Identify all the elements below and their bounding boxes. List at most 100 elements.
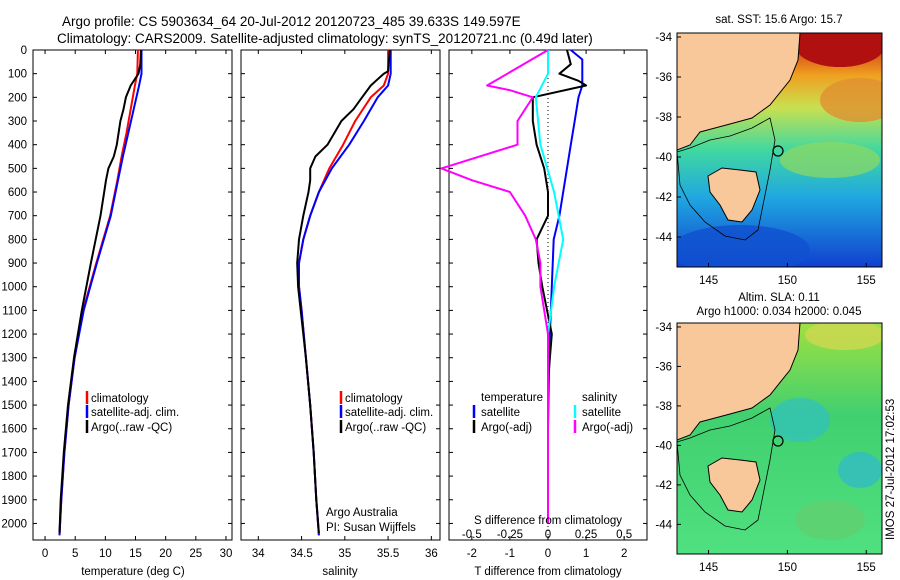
- x-tick-label: 5: [72, 548, 78, 560]
- depth-tick-label: 1400: [1, 376, 27, 388]
- legend-label-argo: Argo(..raw -QC): [345, 422, 426, 434]
- mainland-australia: [677, 33, 801, 151]
- depth-tick-label: 1100: [2, 305, 27, 317]
- lat-tick-label: -38: [655, 112, 672, 124]
- argo-position-marker: [772, 435, 784, 447]
- legend-label-climatology: climatology: [91, 393, 149, 405]
- s-tick-label: -0.25: [497, 529, 523, 541]
- depth-tick-label: 1900: [1, 495, 27, 507]
- series-line-s-argo-adj-: [440, 49, 549, 524]
- lon-tick-label: 150: [778, 562, 797, 574]
- legend-label-s-argo: Argo(-adj): [582, 422, 633, 434]
- shelf-contour: [677, 407, 776, 531]
- salinity-plot: 34 34.5 35 35.5 36: [252, 49, 438, 560]
- sla-map-frame: [676, 322, 883, 555]
- salinity-panel-frame: [240, 49, 441, 541]
- salinity-xlabel: salinity: [322, 566, 357, 578]
- x-tick-label: 20: [159, 548, 172, 560]
- depth-tick-label: 1700: [1, 447, 27, 459]
- legend-label-satellite: satellite-adj. clim.: [345, 407, 433, 419]
- s-tick-label: 0.25: [575, 529, 597, 541]
- depth-tick-label: 400: [8, 140, 27, 152]
- mainland-australia: [677, 323, 801, 441]
- lat-tick-label: -34: [655, 32, 672, 44]
- sst-mid-patch: [780, 142, 880, 178]
- depth-tick-label: 0: [21, 45, 27, 57]
- sla-mid-patch: [795, 500, 865, 540]
- tasmania: [707, 457, 761, 513]
- lon-tick-label: 155: [857, 562, 876, 574]
- header-line2: Climatology: CARS2009. Satellite-adjuste…: [57, 31, 593, 46]
- series-line-satellite-adj-clim-: [298, 50, 392, 536]
- legend-label-t-argo: Argo(-adj): [481, 422, 532, 434]
- lon-tick-label: 145: [699, 275, 718, 287]
- depth-tick-label: 300: [8, 116, 27, 128]
- depth-tick-label: 500: [8, 163, 27, 175]
- legend-label-satellite: satellite-adj. clim.: [91, 407, 179, 419]
- series-line-argo-raw-qc-: [58, 49, 142, 533]
- temperature-plot: 0 5 10 15 20 25 30: [42, 49, 232, 560]
- annotation-argo-australia: Argo Australia: [326, 507, 398, 519]
- series-line-climatology: [298, 50, 390, 536]
- x-tick-label: -1: [505, 548, 515, 560]
- sla-map-axes: 145 150 155 -34 -36 -38 -40 -42 -44: [655, 322, 875, 574]
- temperature-legend: climatology satellite-adj. clim. Argo(..…: [85, 391, 179, 434]
- sla-high-patch: [805, 323, 882, 350]
- x-tick-label: 2: [621, 548, 627, 560]
- x-tick-label: 10: [99, 548, 112, 560]
- depth-tick-label: 1000: [1, 282, 27, 294]
- x-tick-label: 35: [338, 548, 351, 560]
- lat-tick-label: -36: [655, 361, 672, 373]
- depth-tick-label: 900: [8, 258, 27, 270]
- lat-tick-label: -34: [655, 322, 672, 334]
- t-difference-xlabel: T difference from climatology: [474, 566, 621, 578]
- lat-tick-label: -40: [655, 440, 672, 452]
- x-tick-label: 0: [545, 548, 551, 560]
- x-tick-label: 1: [583, 548, 589, 560]
- sst-map-axes: 145 150 155 -34 -36 -38 -40 -42 -44: [655, 32, 875, 287]
- depth-tick-label: 800: [8, 234, 27, 246]
- depth-tick-label: 2000: [1, 518, 27, 530]
- legend-label-climatology: climatology: [345, 393, 403, 405]
- x-tick-label: 15: [129, 548, 142, 560]
- legend-header-temperature: temperature: [481, 392, 543, 404]
- x-tick-label: 34.5: [290, 548, 312, 560]
- depth-axis: 0 100 200 300 400 500 600 700 800 900 1000 1100 1200…: [1, 45, 647, 530]
- depth-tick-label: 100: [8, 69, 27, 81]
- s-tick-label: -0.5: [462, 529, 482, 541]
- side-timestamp: IMOS 27-Jul-2012 17:02:53: [885, 399, 897, 540]
- sla-map-title-2: Argo h1000: 0.034 h2000: 0.045: [697, 306, 862, 318]
- argo-position-marker: [772, 145, 784, 157]
- series-line-t-argo-adj-: [531, 49, 588, 524]
- lat-tick-label: -44: [655, 232, 672, 244]
- s-difference-label: S difference from climatology: [474, 515, 622, 527]
- sst-cold-patch: [677, 225, 810, 267]
- sla-map-title-1: Altim. SLA: 0.11: [738, 292, 820, 304]
- lat-tick-label: -38: [655, 401, 672, 413]
- sla-low-patch-2: [838, 452, 882, 488]
- lon-tick-label: 155: [857, 275, 876, 287]
- lat-tick-label: -36: [655, 72, 672, 84]
- difference-legend: temperature salinity satellite Argo(-adj…: [472, 392, 633, 434]
- sla-low-patch: [770, 398, 830, 442]
- tasmania: [707, 167, 761, 223]
- lon-tick-label: 150: [778, 275, 797, 287]
- sst-map: [677, 33, 882, 267]
- s-tick-label: 0.5: [616, 529, 632, 541]
- x-tick-label: 34: [252, 548, 265, 560]
- depth-tick-label: 200: [8, 92, 27, 104]
- x-tick-label: 36: [425, 548, 438, 560]
- depth-tick-label: 600: [8, 187, 27, 199]
- sla-map: [677, 323, 882, 554]
- x-tick-label: -2: [467, 548, 477, 560]
- legend-label-argo: Argo(..raw -QC): [91, 422, 172, 434]
- temperature-xlabel: temperature (deg C): [81, 566, 185, 578]
- legend-label-t-satellite: satellite: [481, 407, 520, 419]
- temperature-panel-frame: [32, 49, 233, 541]
- depth-tick-label: 700: [8, 211, 27, 223]
- depth-tick-label: 1600: [1, 424, 27, 436]
- header-line1: Argo profile: CS 5903634_64 20-Jul-2012 …: [62, 14, 521, 29]
- legend-label-s-satellite: satellite: [582, 407, 621, 419]
